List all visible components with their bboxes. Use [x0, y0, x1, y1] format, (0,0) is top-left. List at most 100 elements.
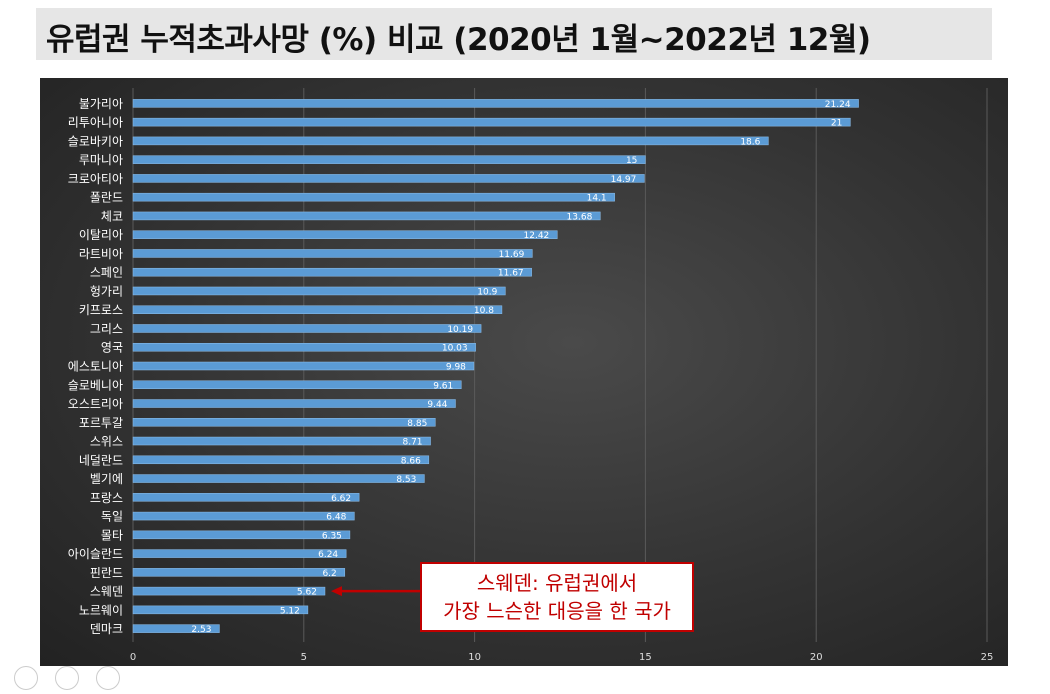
value-label: 12.42 [524, 231, 550, 241]
category-label: 노르웨이 [79, 603, 123, 617]
bar [132, 136, 769, 146]
category-label: 몰타 [101, 528, 123, 542]
value-label: 9.98 [446, 363, 466, 373]
value-label: 8.71 [402, 438, 422, 448]
dot-decoration [96, 666, 121, 690]
dot-decoration [55, 666, 80, 690]
category-label: 포르투갈 [79, 416, 123, 430]
sweden-annotation-box: 스웨덴: 유럽권에서 가장 느슨한 대응을 한 국가 [420, 562, 694, 632]
bar [132, 192, 615, 202]
annotation-line-2: 가장 느슨한 대응을 한 국가 [443, 599, 671, 623]
value-label: 9.61 [433, 381, 453, 391]
bar [132, 380, 462, 390]
annotation-line-1: 스웨덴: 유럽권에서 [476, 571, 638, 595]
x-tick-label: 20 [810, 652, 823, 663]
category-label: 덴마크 [90, 622, 123, 636]
bar [132, 624, 220, 633]
value-label: 10.03 [442, 344, 468, 354]
bar [132, 549, 347, 558]
x-tick-label: 10 [468, 652, 481, 663]
bar [132, 361, 475, 371]
value-label: 14.1 [587, 194, 607, 204]
category-label: 핀란드 [90, 566, 123, 580]
value-label: 8.66 [401, 456, 421, 466]
category-label: 폴란드 [90, 191, 123, 205]
bar [132, 324, 482, 333]
category-label: 스페인 [90, 266, 123, 280]
value-label: 10.8 [474, 306, 494, 316]
value-label: 21 [831, 119, 842, 129]
category-label: 체코 [101, 209, 123, 223]
value-label: 15 [626, 156, 637, 166]
bar [132, 230, 558, 239]
bar [132, 249, 533, 258]
bar [132, 286, 506, 296]
bar [132, 511, 355, 521]
bar [132, 117, 851, 127]
bar [132, 342, 476, 352]
category-label: 키프로스 [79, 303, 123, 317]
category-label: 이탈리아 [79, 228, 123, 242]
bar [132, 99, 859, 108]
category-label: 벨기에 [90, 472, 123, 486]
value-label: 9.44 [427, 400, 447, 410]
x-tick-label: 25 [981, 652, 994, 663]
value-label: 11.67 [498, 269, 524, 279]
dot-decoration [14, 666, 38, 690]
value-label: 21.24 [825, 100, 851, 110]
category-label: 오스트리아 [68, 397, 123, 411]
value-label: 5.12 [280, 606, 300, 616]
category-label: 리투아니아 [68, 116, 123, 130]
category-label: 독일 [101, 510, 123, 524]
x-tick-label: 5 [301, 652, 307, 663]
value-label: 14.97 [611, 175, 637, 185]
category-label: 스웨덴 [90, 585, 123, 599]
bar [132, 568, 346, 577]
bar [132, 493, 360, 502]
value-label: 6.48 [326, 513, 346, 523]
bar [132, 155, 646, 164]
bar [132, 474, 425, 483]
bar [132, 530, 351, 540]
value-label: 6.35 [322, 531, 342, 541]
bar [132, 455, 430, 465]
category-label: 스위스 [90, 435, 123, 449]
category-label: 네덜란드 [79, 453, 123, 467]
category-label: 그리스 [90, 322, 123, 336]
bar-chart: 불가리아 21.24 리투아니아 21 슬로바키아 18.6 루마니아 15 크로아티아 14.9… [68, 88, 994, 663]
value-label: 6.2 [322, 569, 336, 579]
bar [132, 436, 431, 446]
category-label: 영국 [101, 341, 123, 355]
category-label: 슬로바키아 [68, 134, 123, 148]
category-label: 루마니아 [79, 153, 123, 167]
value-label: 6.62 [331, 494, 351, 504]
value-label: 10.9 [477, 287, 497, 297]
category-label: 슬로베니아 [68, 378, 123, 392]
bar [132, 174, 645, 183]
category-label: 헝가리 [90, 284, 123, 298]
bar [132, 605, 309, 615]
value-label: 8.85 [407, 419, 427, 429]
category-label: 아이슬란드 [68, 547, 123, 561]
category-label: 프랑스 [90, 491, 123, 505]
value-label: 6.24 [318, 550, 338, 560]
value-label: 2.53 [191, 625, 211, 635]
category-label: 에스토니아 [68, 360, 123, 374]
annotation-arrow-head [330, 586, 342, 597]
value-label: 5.62 [297, 588, 317, 598]
bar [132, 211, 601, 221]
bar [132, 305, 503, 314]
value-label: 13.68 [567, 212, 593, 222]
x-tick-label: 15 [639, 652, 652, 663]
x-tick-label: 0 [130, 652, 136, 663]
value-label: 18.6 [740, 137, 760, 147]
bar [132, 399, 456, 408]
bar [132, 418, 436, 427]
category-label: 라트비아 [79, 247, 123, 261]
value-label: 10.19 [447, 325, 473, 335]
bar [132, 586, 326, 596]
bar [132, 267, 532, 277]
value-label: 8.53 [396, 475, 416, 485]
bottom-dots [14, 666, 132, 694]
category-label: 크로아티아 [68, 172, 123, 186]
